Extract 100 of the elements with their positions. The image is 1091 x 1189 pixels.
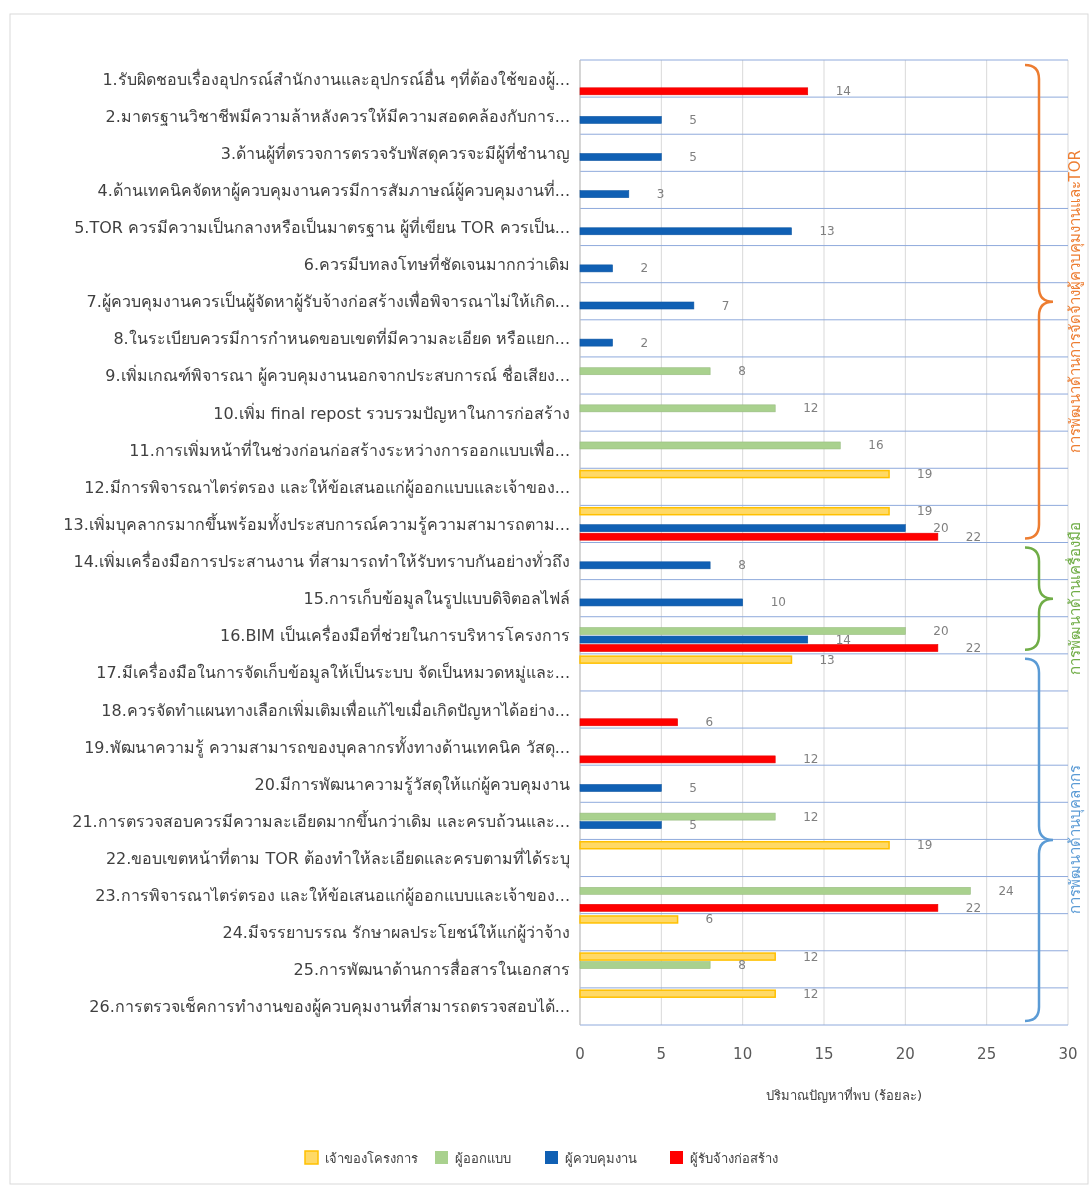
data-label: 5 — [689, 781, 697, 795]
y-tick-label: 4.ด้านเทคนิคจัดหาผู้ควบคุมงานควรมีการสัมภาษณ์ผู้ควบคุมงานที่... — [97, 178, 570, 201]
data-label: 3 — [656, 187, 665, 202]
data-label: 13 — [819, 652, 835, 667]
y-tick-label: 17.มีเครื่องมือในการจัดเก็บข้อมูลให้เป็นระบบ จัดเป็นหมวดหมู่และ... — [96, 661, 570, 684]
data-label: 2 — [640, 335, 649, 350]
x-tick-label: 5 — [656, 1045, 667, 1063]
bar — [579, 561, 711, 570]
legend-label: ผู้ออกแบบ — [455, 1151, 511, 1167]
x-tick-label: 10 — [733, 1045, 753, 1063]
bar — [579, 441, 841, 450]
y-tick-label: 25.การพัฒนาด้านการสื่อสารในเอกสาร — [293, 958, 570, 980]
y-tick-label: 16.BIM เป็นเครื่องมือที่ช่วยในการบริหารโครงการ — [219, 624, 570, 646]
data-label: 19 — [917, 504, 933, 519]
data-label: 6 — [705, 912, 714, 927]
bar — [579, 301, 695, 310]
bar — [579, 338, 613, 347]
x-tick-label: 20 — [895, 1045, 915, 1063]
y-tick-label: 12.มีการพิจารณาไตร่ตรอง และให้ข้อเสนอแก่ผู้ออกแบบและเจ้าของ... — [84, 477, 570, 498]
y-tick-label: 8.ในระเบียบควรมีการกำหนดขอบเขตที่มีความละเอียด หรือแยก... — [113, 327, 570, 349]
data-label: 12 — [803, 752, 819, 767]
y-tick-label: 23.การพิจารณาไตร่ตรอง และให้ข้อเสนอแก่ผู้ออกแบบและเจ้าของ... — [95, 886, 570, 907]
bar — [579, 227, 792, 236]
x-tick-label: 15 — [814, 1045, 834, 1063]
annotation: การพัฒนาด้านเครื่องมือ — [1064, 522, 1084, 676]
bar — [579, 87, 809, 96]
data-label: 6 — [705, 715, 714, 730]
y-tick-label: 15.การเก็บข้อมูลในรูปแบบดิจิตอลไฟล์ — [303, 588, 570, 610]
data-label: 12 — [803, 401, 819, 416]
bar — [579, 784, 662, 792]
data-label: 5 — [689, 818, 697, 833]
bar — [579, 718, 678, 727]
y-tick-label: 9.เพิ่มเกณฑ์พิจารณา ผู้ควบคุมงานนอกจากประสบการณ์ ชื่อเสียง... — [105, 364, 570, 387]
data-label: 14 — [835, 632, 852, 647]
y-tick-label: 6.ควรมีบทลงโทษที่ชัดเจนมากกว่าเดิม — [303, 253, 570, 275]
bar — [579, 952, 776, 961]
y-tick-label: 11.การเพิ่มหน้าที่ในช่วงก่อนก่อสร้างระหว่างการออกแบบเพื่อ... — [129, 438, 570, 460]
bar — [579, 904, 939, 912]
data-label: 16 — [868, 438, 884, 453]
data-label: 8 — [738, 364, 746, 379]
annotation: การพัฒนาด้านบุคลากร — [1066, 765, 1085, 915]
bar — [579, 524, 906, 532]
bar — [579, 644, 939, 652]
y-tick-label: 3.ด้านผู้ที่ตรวจการตรวจรับพัสดุควรจะมีผู้ที่ชำนาญ — [220, 141, 570, 164]
x-tick-label: 30 — [1058, 1045, 1078, 1063]
y-tick-label: 7.ผู้ควบคุมงานควรเป็นผู้จัดหาผู้รับจ้างก่อสร้างเพื่อพิจารณาไม่ให้เกิด... — [86, 290, 570, 313]
data-label: 20 — [933, 624, 949, 639]
bar — [579, 264, 613, 273]
data-label: 22 — [965, 529, 982, 544]
data-label: 7 — [721, 298, 730, 313]
bar — [579, 961, 711, 969]
y-tick-label: 5.TOR ควรมีความเป็นกลางหรือเป็นมาตรฐาน ผู้ที่เขียน TOR ควรเป็น... — [74, 216, 570, 239]
bar — [579, 367, 711, 376]
bar — [579, 989, 776, 998]
x-tick-label: 0 — [575, 1045, 585, 1063]
y-tick-label: 21.การตรวจสอบควรมีความละเอียดมากขึ้นกว่าเดิม และครบถ้วนและ... — [72, 809, 570, 831]
y-tick-label: 19.พัฒนาความรู้ ความสามารถของบุคลากรทั้งทางด้านเทคนิค วัสดุ... — [84, 735, 570, 758]
bar — [579, 190, 630, 198]
data-label: 24 — [998, 883, 1014, 898]
bar — [579, 627, 906, 635]
data-label: 14 — [835, 84, 852, 99]
bar — [579, 887, 971, 895]
data-label: 8 — [738, 558, 746, 573]
data-label: 12 — [803, 809, 819, 824]
bar — [579, 598, 743, 607]
bar — [579, 840, 890, 850]
y-tick-label: 18.ควรจัดทำแผนทางเลือกเพิ่มเติมเพื่อแก้ไขเมื่อเกิดปัญหาได้อย่าง... — [101, 698, 570, 720]
data-label: 2 — [640, 261, 649, 276]
y-tick-label: 26.การตรวจเช็คการทำงานของผู้ควบคุมงานที่สามารถตรวจสอบได้... — [89, 995, 570, 1018]
y-tick-label: 22.ขอบเขตหน้าที่ตาม TOR ต้องทำให้ละเอียดและครบตามที่ได้ระบุ — [105, 846, 570, 869]
data-label: 22 — [965, 641, 982, 656]
bar — [579, 469, 890, 479]
data-label: 8 — [738, 958, 746, 973]
y-tick-label: 13.เพิ่มบุคลากรมากขึ้นพร้อมทั้งประสบการณ์ความรู้ความสามารถตาม... — [63, 512, 570, 535]
legend-label: เจ้าของโครงการ — [325, 1151, 418, 1166]
y-tick-label: 14.เพิ่มเครื่องมือการประสานงาน ที่สามารถทำให้รับทราบกันอย่างทั่วถึง — [73, 550, 570, 572]
x-axis-title: ปริมาณปัญหาที่พบ (ร้อยละ) — [765, 1087, 923, 1103]
bar — [579, 635, 809, 644]
bar — [579, 116, 662, 124]
data-label: 13 — [819, 224, 835, 239]
data-label: 5 — [689, 150, 697, 165]
bar — [579, 812, 776, 821]
annotation: การพัฒนาด้านการจัดจ้างผู้ควบคุมงานและTOR — [1066, 150, 1085, 454]
y-tick-label: 10.เพิ่ม final repost รวบรวมปัญหาในการก่อสร้าง — [213, 401, 570, 423]
bar — [579, 506, 890, 516]
data-label: 20 — [933, 521, 949, 536]
y-tick-label: 24.มีจรรยาบรรณ รักษาผลประโยชน์ให้แก่ผู้ว่าจ้าง — [222, 923, 570, 944]
bar — [579, 821, 662, 829]
data-label: 5 — [689, 112, 697, 127]
y-tick-label: 2.มาตรฐานวิชาชีพมีความล้าหลังควรให้มีความสอดคล้องกับการ... — [105, 106, 570, 126]
bar — [579, 404, 776, 413]
data-label: 12 — [803, 949, 819, 964]
y-tick-label: 20.มีการพัฒนาความรู้วัสดุให้แก่ผู้ควบคุมงาน — [254, 774, 570, 795]
legend-label: ผู้รับจ้างก่อสร้าง — [690, 1151, 778, 1167]
data-label: 10 — [770, 595, 786, 610]
bar — [579, 915, 679, 924]
data-label: 19 — [917, 467, 933, 482]
bar — [579, 755, 776, 764]
bar — [579, 153, 662, 161]
y-tick-label: 1.รับผิดชอบเรื่องอุปกรณ์สำนักงานและอุปกรณ์อื่น ๆที่ต้องใช้ของผู้... — [102, 67, 570, 90]
